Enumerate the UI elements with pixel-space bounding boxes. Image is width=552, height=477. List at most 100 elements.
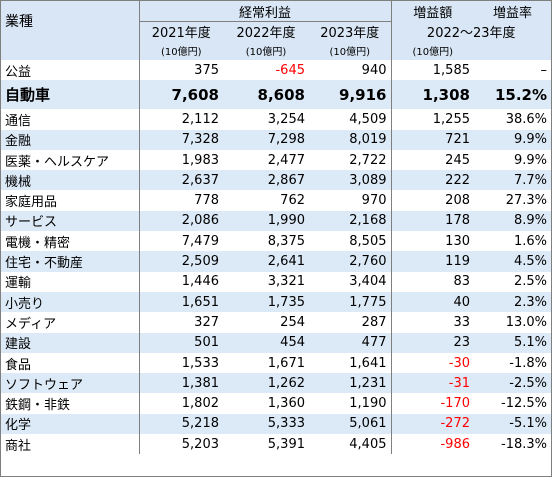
increase-amount: 1,308: [390, 80, 474, 110]
industry-name: 商社: [1, 434, 139, 455]
profit-2021: 2,086: [138, 210, 223, 232]
industry-name: サービス: [1, 210, 139, 232]
industry-name: 通信: [1, 109, 139, 130]
increase-amount: 83: [390, 271, 474, 292]
profit-2023: 940: [309, 60, 391, 81]
unit-label: (10億円): [138, 41, 223, 60]
profit-2022: 1,735: [223, 291, 309, 313]
industry-name: 小売り: [1, 291, 139, 313]
profit-2022: 2,641: [223, 251, 309, 272]
increase-amount-header: 増益額: [390, 1, 474, 22]
header-row-3: (10億円) (10億円) (10億円) (10億円): [1, 41, 551, 60]
industry-name: 機械: [1, 170, 139, 191]
industry-name: 電機・精密: [1, 231, 139, 252]
year-2021-header: 2021年度: [138, 21, 223, 41]
profit-2022: 8,375: [223, 231, 309, 252]
period-range-header: 2022～23年度: [390, 21, 551, 41]
profit-2022: 3,321: [223, 271, 309, 292]
profit-2023: 1,190: [309, 393, 391, 414]
table-row: 医薬・ヘルスケア 1,983 2,477 2,722 245 9.9%: [1, 149, 551, 171]
table-row: 通信 2,112 3,254 4,509 1,255 38.6%: [1, 109, 551, 130]
increase-rate: 38.6%: [474, 109, 551, 130]
increase-amount: 208: [390, 190, 474, 211]
increase-rate: 8.9%: [474, 210, 551, 232]
profit-2023: 5,061: [309, 413, 391, 435]
increase-amount: 33: [390, 312, 474, 333]
profit-2023: 2,760: [309, 251, 391, 272]
increase-amount: 245: [390, 149, 474, 171]
industry-name: 建設: [1, 332, 139, 353]
increase-amount: -986: [390, 434, 474, 455]
increase-amount: 23: [390, 332, 474, 353]
increase-amount: 222: [390, 170, 474, 191]
industry-name: 化学: [1, 413, 139, 435]
industry-name: メディア: [1, 312, 139, 333]
increase-rate-header: 増益率: [474, 1, 551, 22]
industry-name: 住宅・不動産: [1, 251, 139, 272]
increase-amount: -31: [390, 373, 474, 394]
increase-amount: -272: [390, 413, 474, 435]
profit-2023: 970: [309, 190, 391, 211]
increase-rate: 2.3%: [474, 291, 551, 313]
unit-label: (10億円): [223, 41, 309, 60]
table-row: 食品 1,533 1,671 1,641 -30 -1.8%: [1, 352, 551, 374]
increase-amount: 178: [390, 210, 474, 232]
profit-2023: 4,405: [309, 434, 391, 455]
profit-2022: 1,360: [223, 393, 309, 414]
increase-amount: 40: [390, 291, 474, 313]
profit-2023: 3,089: [309, 170, 391, 191]
increase-amount: 130: [390, 231, 474, 252]
increase-rate: 9.9%: [474, 129, 551, 150]
profit-2023: 9,916: [309, 80, 391, 110]
profit-2021: 2,112: [138, 109, 223, 130]
table-row: 小売り 1,651 1,735 1,775 40 2.3%: [1, 291, 551, 313]
increase-rate: -12.5%: [474, 393, 551, 414]
profit-2021: 1,802: [138, 393, 223, 414]
profit-2022: 254: [223, 312, 309, 333]
profit-2022: 454: [223, 332, 309, 353]
profit-2023: 1,775: [309, 291, 391, 313]
table-row: 化学 5,218 5,333 5,061 -272 -5.1%: [1, 413, 551, 435]
profit-2022: 5,391: [223, 434, 309, 455]
table-row: 鉄鋼・非鉄 1,802 1,360 1,190 -170 -12.5%: [1, 393, 551, 414]
profit-2023: 287: [309, 312, 391, 333]
industry-name: 運輸: [1, 271, 139, 292]
table-row: 住宅・不動産 2,509 2,641 2,760 119 4.5%: [1, 251, 551, 272]
profit-2021: 1,983: [138, 149, 223, 171]
profit-2021: 7,479: [138, 231, 223, 252]
industry-name: ソフトウェア: [1, 373, 139, 394]
profit-2021: 327: [138, 312, 223, 333]
profit-2023: 477: [309, 332, 391, 353]
increase-amount: 1,585: [390, 60, 474, 81]
profit-2023: 3,404: [309, 271, 391, 292]
profit-2023: 2,722: [309, 149, 391, 171]
profit-2021: 1,533: [138, 352, 223, 374]
header-row-1: 業種 経常利益 増益額 増益率: [1, 1, 551, 41]
table-row: 運輸 1,446 3,321 3,404 83 2.5%: [1, 271, 551, 292]
increase-rate: -5.1%: [474, 413, 551, 435]
table-row: 建設 501 454 477 23 5.1%: [1, 332, 551, 353]
profit-2021: 1,651: [138, 291, 223, 313]
increase-rate: –: [474, 60, 551, 81]
increase-amount: 119: [390, 251, 474, 272]
profit-2021: 2,637: [138, 170, 223, 191]
increase-amount: -170: [390, 393, 474, 414]
increase-rate: 5.1%: [474, 332, 551, 353]
profit-2021: 1,446: [138, 271, 223, 292]
increase-rate: -18.3%: [474, 434, 551, 455]
profit-2023: 1,231: [309, 373, 391, 394]
profit-2022: 1,262: [223, 373, 309, 394]
industry-name: 公益: [1, 60, 139, 81]
table-row: 公益 375 -645 940 1,585–: [1, 60, 551, 81]
increase-rate: -2.5%: [474, 373, 551, 394]
profit-2021: 501: [138, 332, 223, 353]
table-row: 家庭用品 778 762 970 208 27.3%: [1, 190, 551, 211]
profit-2022: 8,608: [223, 80, 309, 110]
increase-amount: -30: [390, 352, 474, 374]
profit-2022: 1,671: [223, 352, 309, 374]
group-header-profit: 経常利益: [138, 1, 391, 22]
table-row: 金融 7,328 7,298 8,019 721 9.9%: [1, 129, 551, 150]
increase-rate: 7.7%: [474, 170, 551, 191]
profit-2022: 2,867: [223, 170, 309, 191]
